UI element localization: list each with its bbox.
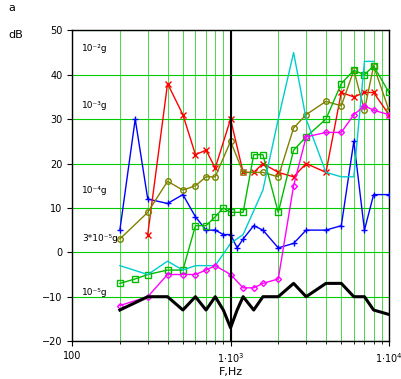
Text: 10⁻⁵g: 10⁻⁵g (82, 288, 107, 297)
Text: 10⁻³g: 10⁻³g (82, 101, 107, 110)
X-axis label: F,Hz: F,Hz (219, 367, 243, 377)
Text: 10⁻²g: 10⁻²g (82, 44, 107, 53)
Text: 3*10⁻⁵g: 3*10⁻⁵g (82, 235, 117, 243)
Text: dB: dB (8, 30, 23, 40)
Text: a: a (8, 3, 15, 13)
Text: 10⁻⁴g: 10⁻⁴g (82, 186, 107, 195)
